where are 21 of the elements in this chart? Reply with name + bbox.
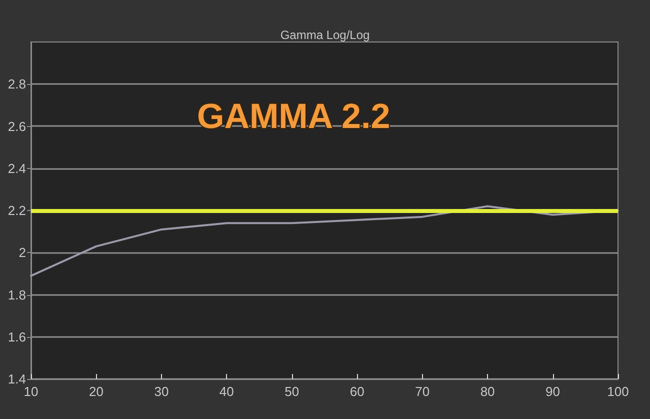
x-tick-label: 10	[24, 384, 38, 399]
y-tick-label: 2.2	[8, 203, 26, 218]
chart-title: Gamma Log/Log	[280, 28, 370, 42]
x-tick-label: 40	[219, 384, 234, 399]
line-series	[30, 205, 619, 277]
y-tick-label: 2	[18, 245, 26, 260]
y-tick-label: 1.6	[8, 329, 26, 344]
x-tick-label: 80	[480, 384, 495, 399]
y-tick-label: 1.8	[8, 287, 26, 302]
x-tick-label: 30	[154, 384, 169, 399]
x-tick-label: 60	[350, 384, 364, 399]
x-tick-label: 90	[546, 384, 560, 399]
annotation: GAMMA 2.2	[197, 97, 390, 136]
x-tick-label: 70	[415, 384, 430, 399]
y-tick-label: 2.8	[8, 76, 26, 92]
x-tick-label: 20	[88, 384, 104, 399]
y-tick-label: 2.6	[8, 118, 26, 134]
x-tick-label: 50	[284, 384, 300, 399]
y-tick-label: 1.4	[8, 372, 26, 386]
x-tick-label: 100	[607, 384, 629, 399]
y-tick-label: 2.4	[8, 160, 26, 176]
